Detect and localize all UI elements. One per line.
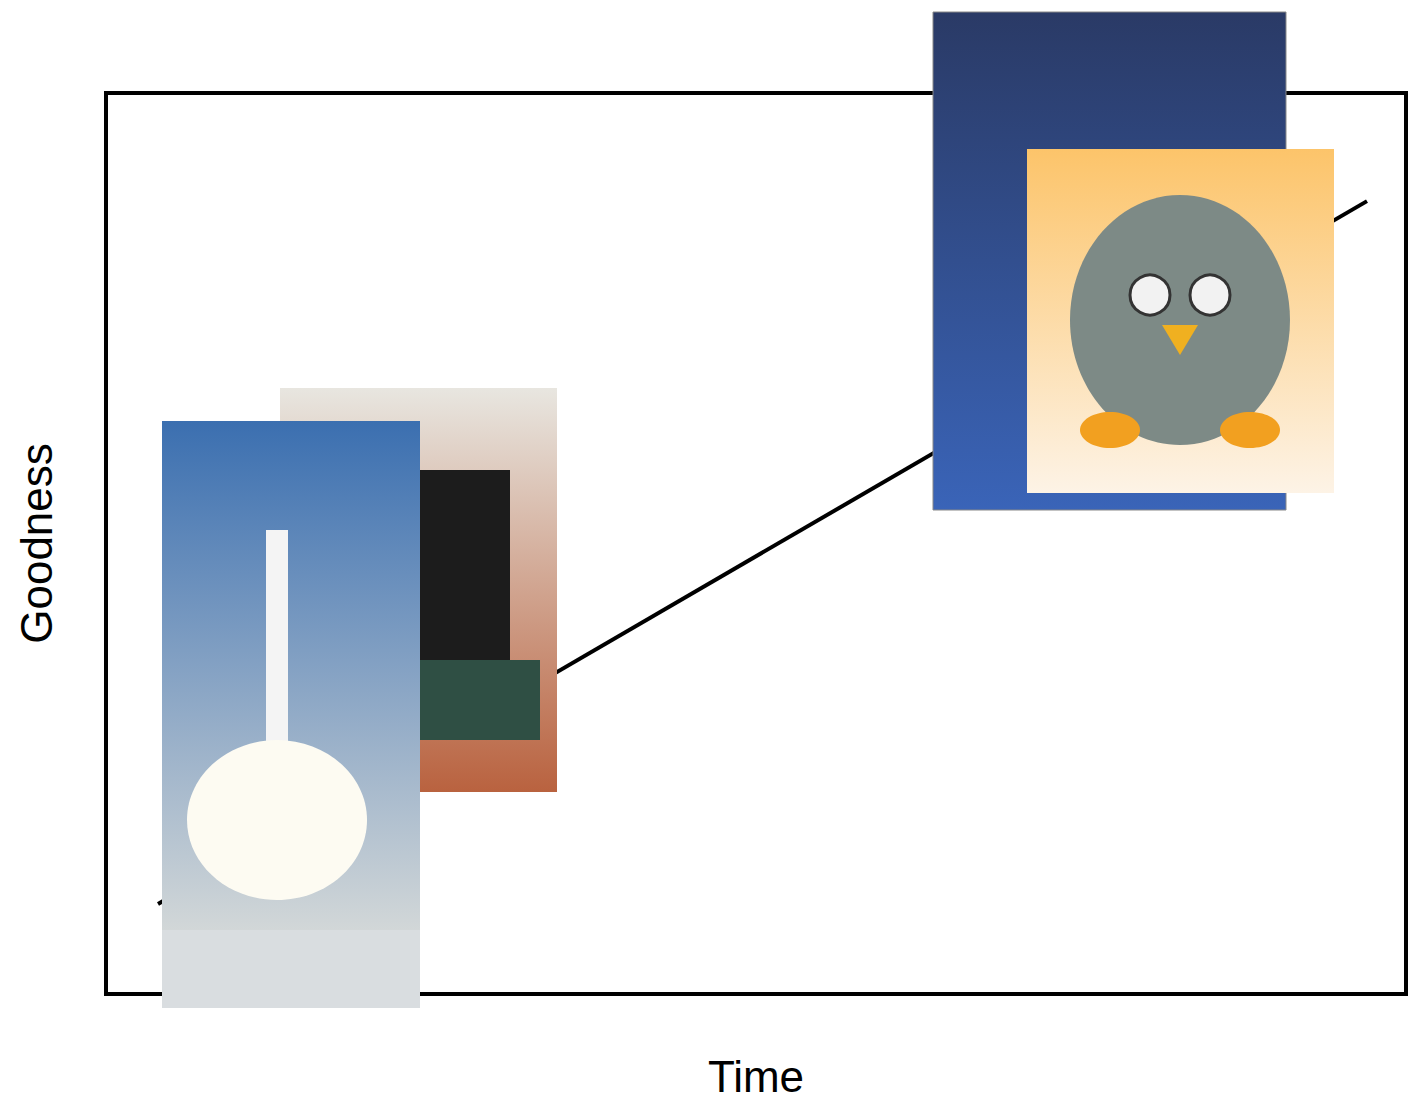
svg-text:Time: Time <box>708 1052 804 1101</box>
svg-text:Goodness: Goodness <box>12 443 61 644</box>
